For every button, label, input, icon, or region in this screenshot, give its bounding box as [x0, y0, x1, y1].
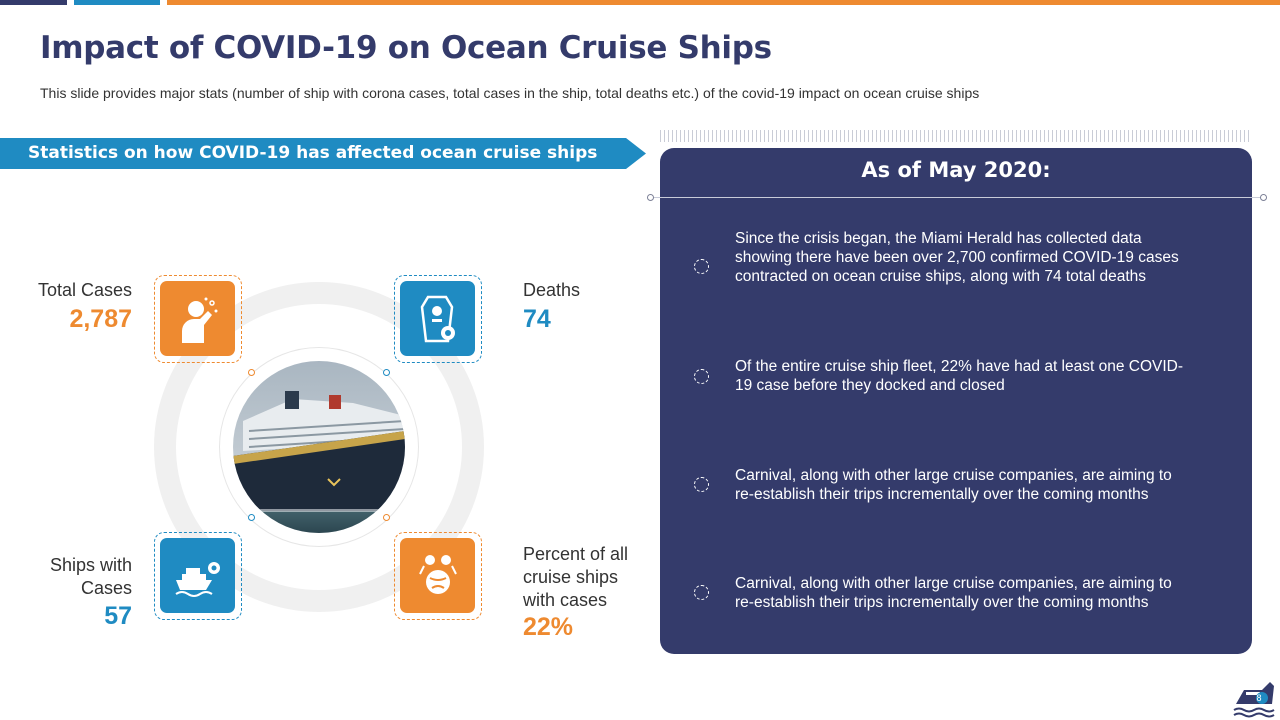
- banner-arrow-shape: [0, 138, 646, 169]
- bullet-icon: [694, 369, 709, 384]
- percent-ships-tile: [394, 532, 482, 620]
- panel-point: Of the entire cruise ship fleet, 22% hav…: [735, 358, 1184, 394]
- decorative-stripes: [660, 130, 1250, 142]
- total-cases-tile: [154, 275, 242, 363]
- page-number: 8: [1256, 693, 1262, 703]
- top-accent-bar-navy: [0, 0, 67, 5]
- panel-title: As of May 2020:: [861, 158, 1051, 182]
- bullet-icon: [694, 477, 709, 492]
- divider-end-dot: [647, 194, 654, 201]
- panel-point: Carnival, along with other large cruise …: [735, 467, 1172, 503]
- deaths-tile: [394, 275, 482, 363]
- inner-ring: [219, 347, 419, 547]
- sick-person-icon: [181, 297, 217, 343]
- stat-label-percent-ships: Percent of all cruise ships with cases: [523, 544, 629, 610]
- section-banner: Statistics on how COVID-19 has affected …: [0, 138, 646, 169]
- divider-end-dot: [1260, 194, 1267, 201]
- connector-dot: [383, 369, 390, 376]
- bullet-icon: [694, 585, 709, 600]
- connector-dot: [248, 514, 255, 521]
- top-accent-bar-orange: [167, 0, 1280, 5]
- stat-value-total-cases: 2,787: [69, 305, 132, 333]
- banner-label: Statistics on how COVID-19 has affected …: [28, 143, 598, 163]
- page-subtitle: This slide provides major stats (number …: [40, 85, 980, 101]
- connector-dot: [383, 514, 390, 521]
- coffin-coronavirus-icon: [420, 295, 455, 342]
- ship-logo-icon: [1233, 682, 1275, 718]
- stat-value-percent-ships: 22%: [523, 613, 574, 641]
- stat-value-ships-with-cases: 57: [104, 602, 132, 630]
- info-panel: [660, 148, 1252, 654]
- bullet-icon: [694, 259, 709, 274]
- page-title: Impact of COVID-19 on Ocean Cruise Ships: [40, 30, 772, 66]
- cruise-ship-virus-icon: [174, 561, 220, 597]
- top-accent-bar-blue: [74, 0, 160, 5]
- cruise-ship-photo: [233, 361, 405, 533]
- globe-virus-icon: [418, 554, 457, 594]
- panel-point: Carnival, along with other large cruise …: [735, 575, 1172, 611]
- stat-label-total-cases: Total Cases: [37, 280, 132, 300]
- ships-with-cases-tile: [154, 532, 242, 620]
- panel-divider: [651, 197, 1264, 198]
- stat-label-deaths: Deaths: [523, 280, 581, 300]
- panel-point: Since the crisis began, the Miami Herald…: [735, 230, 1179, 285]
- stat-value-deaths: 74: [523, 305, 551, 333]
- stat-label-ships-with-cases: Ships with Cases: [49, 555, 132, 598]
- connector-dot: [248, 369, 255, 376]
